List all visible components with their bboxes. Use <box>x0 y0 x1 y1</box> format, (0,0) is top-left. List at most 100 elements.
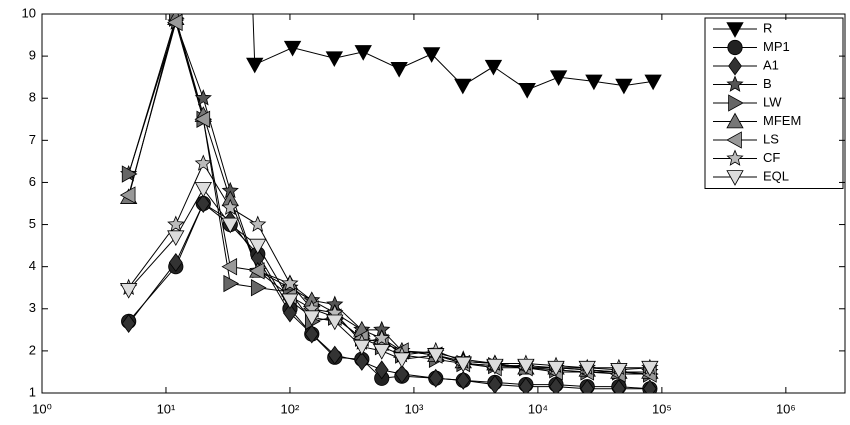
legend-label: A1 <box>763 57 779 72</box>
marker <box>304 324 319 344</box>
y-tick-label: 6 <box>29 174 36 189</box>
marker <box>427 348 445 364</box>
marker <box>517 358 535 375</box>
marker <box>585 74 603 91</box>
marker <box>121 314 136 333</box>
marker <box>641 360 659 377</box>
y-tick-label: 8 <box>29 90 36 105</box>
legend-label: EQL <box>763 168 789 183</box>
marker <box>283 303 297 323</box>
marker <box>488 375 502 393</box>
marker <box>194 110 211 128</box>
series-line <box>128 202 650 390</box>
marker <box>166 14 183 32</box>
marker <box>374 360 389 380</box>
marker <box>454 356 472 373</box>
data-layer <box>119 14 662 393</box>
marker <box>283 40 302 57</box>
legend-marker <box>726 149 744 166</box>
marker <box>325 51 344 68</box>
marker <box>221 198 239 216</box>
marker <box>390 61 408 78</box>
marker <box>223 274 240 293</box>
series-line <box>128 16 650 373</box>
marker <box>484 59 503 76</box>
marker <box>281 293 299 310</box>
marker <box>119 186 136 204</box>
marker <box>615 78 633 95</box>
marker <box>549 70 568 86</box>
series-line <box>128 202 650 390</box>
marker <box>393 352 411 369</box>
marker <box>373 329 391 346</box>
x-tick-label: 10¹ <box>157 401 176 416</box>
legend-marker <box>726 112 744 129</box>
legend-marker <box>726 131 742 149</box>
marker <box>168 252 183 272</box>
legend-marker <box>727 39 743 56</box>
y-tick-label: 10 <box>22 5 36 20</box>
legend-label: CF <box>763 150 780 165</box>
marker <box>580 379 595 393</box>
marker <box>167 215 185 232</box>
marker <box>611 379 626 393</box>
legend-label: B <box>763 76 772 91</box>
marker <box>644 74 662 91</box>
marker <box>456 370 471 390</box>
marker <box>194 89 212 106</box>
y-tick-label: 9 <box>29 48 36 63</box>
marker <box>194 181 212 198</box>
y-tick-label: 1 <box>29 384 36 399</box>
marker <box>246 57 264 74</box>
marker <box>167 230 185 247</box>
x-tick-label: 10⁰ <box>32 401 52 416</box>
marker <box>395 364 409 384</box>
marker <box>486 358 504 375</box>
x-tick-label: 10³ <box>405 401 424 416</box>
y-tick-label: 4 <box>29 258 36 273</box>
y-tick-label: 2 <box>29 342 36 357</box>
marker <box>119 283 138 299</box>
y-tick-label: 7 <box>29 132 36 147</box>
marker <box>422 47 441 63</box>
marker <box>373 344 391 360</box>
marker <box>353 339 371 356</box>
marker <box>354 351 369 371</box>
marker <box>578 360 596 377</box>
marker <box>250 279 267 297</box>
marker <box>248 262 265 280</box>
marker <box>547 360 565 377</box>
legend-marker <box>728 56 742 76</box>
legend-label: LW <box>763 94 782 109</box>
x-tick-label: 10² <box>281 401 300 416</box>
x-tick-label: 10⁶ <box>776 401 796 416</box>
marker <box>610 363 628 379</box>
legend-label: R <box>763 20 772 35</box>
marker <box>327 345 342 365</box>
plot-frame <box>41 13 846 394</box>
marker <box>642 379 657 393</box>
legend-label: LS <box>763 131 779 146</box>
marker <box>194 154 212 171</box>
y-tick-label: 5 <box>29 216 36 231</box>
marker <box>221 217 239 234</box>
marker <box>428 368 443 388</box>
marker <box>326 314 344 331</box>
marker <box>249 215 267 232</box>
legend-marker <box>726 22 744 38</box>
y-tick-label: 3 <box>29 300 36 315</box>
marker <box>354 45 372 61</box>
marker <box>549 377 563 393</box>
series-line <box>252 14 654 91</box>
marker <box>196 194 211 213</box>
legend-label: MP1 <box>763 39 790 54</box>
legend: R MP1 A1 B LW MFEM LS CF EQL <box>704 17 844 189</box>
x-tick-label: 10⁵ <box>652 401 672 416</box>
x-tick-label: 10⁴ <box>528 401 548 416</box>
legend-marker <box>726 75 744 92</box>
legend-label: MFEM <box>763 113 801 128</box>
marker <box>121 165 138 183</box>
marker <box>303 310 321 327</box>
marker <box>281 274 299 291</box>
